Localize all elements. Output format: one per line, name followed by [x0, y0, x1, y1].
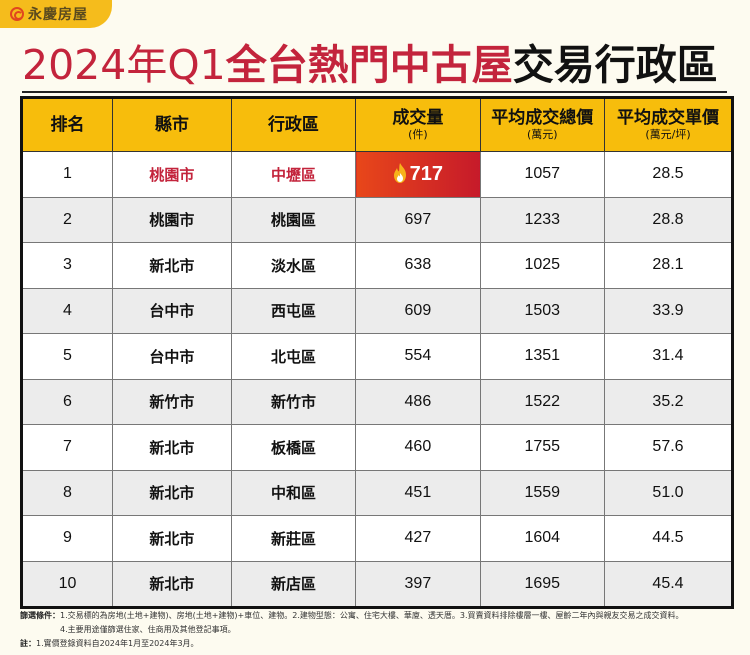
city: 新北市 [112, 242, 232, 289]
header-rank: 排名 [21, 97, 113, 152]
ranking-table: 排名 縣市 行政區 成交量 (件) 平均成交總價 (萬元) 平均成交單價 (萬元/坪)… [20, 96, 734, 609]
table-row: 4 台中市 西屯區 609 1503 33.9 [21, 287, 733, 334]
table-row: 2 桃園市 桃園區 697 1233 28.8 [21, 196, 733, 243]
brand-name: 永慶房屋 [28, 7, 88, 23]
rank: 9 [21, 515, 113, 562]
avg-unit-price: 28.8 [604, 196, 733, 243]
volume: 609 [355, 287, 481, 334]
rank: 2 [21, 196, 113, 243]
page-title: 2024年Q1 全台熱門中古屋 交易行政區 [22, 36, 718, 89]
district: 新竹市 [230, 378, 357, 425]
volume: 697 [355, 196, 481, 243]
header-city: 縣市 [112, 97, 232, 152]
volume: 486 [355, 378, 481, 425]
avg-unit-price: 28.5 [604, 151, 733, 198]
avg-unit-price: 35.2 [604, 378, 733, 425]
avg-total-price: 1503 [479, 287, 606, 334]
title-suffix: 交易行政區 [512, 41, 718, 89]
volume-highlight: 717 [355, 151, 481, 198]
district: 中壢區 [230, 151, 357, 198]
volume: 554 [355, 333, 481, 380]
district: 新店區 [230, 560, 357, 608]
avg-total-price: 1057 [479, 151, 606, 198]
volume: 427 [355, 515, 481, 562]
rank: 8 [21, 469, 113, 516]
district: 新莊區 [230, 515, 357, 562]
title-divider [22, 91, 727, 93]
avg-total-price: 1522 [479, 378, 606, 425]
table-header-row: 排名 縣市 行政區 成交量 (件) 平均成交總價 (萬元) 平均成交單價 (萬元/坪) [21, 97, 733, 152]
city: 新北市 [112, 469, 232, 516]
rank: 3 [21, 242, 113, 289]
data-source-note: 註：1.實價登錄資料自2024年1月至2024年3月。 [20, 639, 199, 648]
avg-total-price: 1695 [479, 560, 606, 608]
rank: 5 [21, 333, 113, 380]
avg-total-price: 1351 [479, 333, 606, 380]
rank: 4 [21, 287, 113, 334]
city: 桃園市 [112, 196, 232, 243]
table-row: 10 新北市 新店區 397 1695 45.4 [21, 560, 733, 608]
district: 桃園區 [230, 196, 357, 243]
city: 桃園市 [112, 151, 232, 198]
district: 西屯區 [230, 287, 357, 334]
rank: 1 [21, 151, 113, 198]
city: 新北市 [112, 424, 232, 471]
volume: 460 [355, 424, 481, 471]
header-district: 行政區 [230, 97, 357, 152]
footnotes: 篩選條件：1.交易標的為房地(土地+建物)、房地(土地+建物)+車位、建物。2.… [20, 609, 684, 651]
district: 淡水區 [230, 242, 357, 289]
volume: 638 [355, 242, 481, 289]
table-row: 6 新竹市 新竹市 486 1522 35.2 [21, 378, 733, 425]
avg-total-price: 1755 [479, 424, 606, 471]
rank: 6 [21, 378, 113, 425]
avg-unit-price: 28.1 [604, 242, 733, 289]
rank: 10 [21, 560, 113, 608]
header-avg-unit-price: 平均成交單價 (萬元/坪) [604, 97, 733, 152]
city: 台中市 [112, 333, 232, 380]
fire-icon [393, 162, 406, 183]
district: 板橋區 [230, 424, 357, 471]
city: 新北市 [112, 560, 232, 608]
avg-unit-price: 44.5 [604, 515, 733, 562]
district: 中和區 [230, 469, 357, 516]
avg-unit-price: 45.4 [604, 560, 733, 608]
avg-total-price: 1559 [479, 469, 606, 516]
brand-badge: 永慶房屋 [0, 0, 112, 28]
avg-unit-price: 31.4 [604, 333, 733, 380]
district: 北屯區 [230, 333, 357, 380]
header-avg-total-price: 平均成交總價 (萬元) [479, 97, 606, 152]
avg-total-price: 1025 [479, 242, 606, 289]
avg-total-price: 1604 [479, 515, 606, 562]
title-highlight: 全台熱門中古屋 [225, 41, 513, 89]
filter-conditions-cont: 4.主要用途僅篩選住家、住商用及其他登記事項。 [60, 625, 236, 634]
avg-unit-price: 57.6 [604, 424, 733, 471]
table-row: 8 新北市 中和區 451 1559 51.0 [21, 469, 733, 516]
header-volume: 成交量 (件) [355, 97, 481, 152]
volume: 451 [355, 469, 481, 516]
table-row: 3 新北市 淡水區 638 1025 28.1 [21, 242, 733, 289]
avg-unit-price: 51.0 [604, 469, 733, 516]
yungching-logo-icon [10, 7, 24, 21]
filter-conditions: 篩選條件：1.交易標的為房地(土地+建物)、房地(土地+建物)+車位、建物。2.… [20, 611, 684, 620]
table-row: 1 桃園市 中壢區 717 1057 28.5 [21, 151, 733, 198]
avg-total-price: 1233 [479, 196, 606, 243]
city: 新北市 [112, 515, 232, 562]
table-row: 9 新北市 新莊區 427 1604 44.5 [21, 515, 733, 562]
volume: 397 [355, 560, 481, 608]
table-row: 5 台中市 北屯區 554 1351 31.4 [21, 333, 733, 380]
rank: 7 [21, 424, 113, 471]
city: 台中市 [112, 287, 232, 334]
title-period: 2024年Q1 [22, 41, 226, 89]
avg-unit-price: 33.9 [604, 287, 733, 334]
city: 新竹市 [112, 378, 232, 425]
table-row: 7 新北市 板橋區 460 1755 57.6 [21, 424, 733, 471]
